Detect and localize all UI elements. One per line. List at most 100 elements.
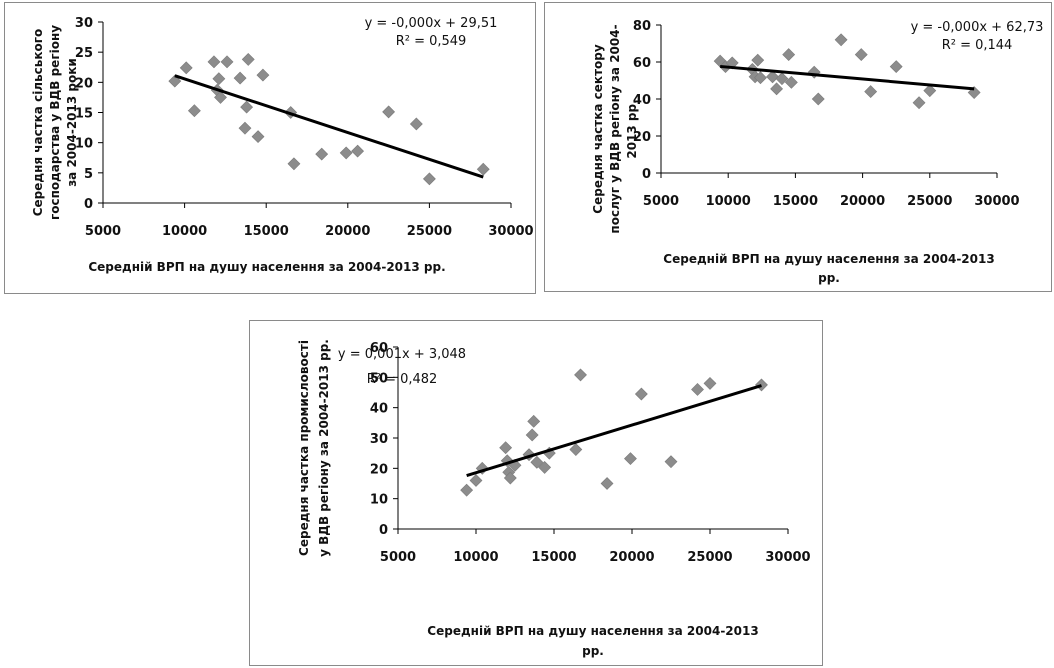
trend-line: [174, 74, 484, 179]
x-tick-label: 5000: [380, 550, 416, 565]
data-point: [351, 144, 365, 158]
trend-equation: y = 0,001x + 3,048: [338, 347, 466, 362]
y-axis-title-line: господарства у ВДВ регіону: [48, 25, 62, 220]
trend-line: [466, 384, 762, 478]
x-axis-title: Середній ВРП на душу населення за 2004-2…: [88, 260, 445, 274]
data-point: [569, 443, 583, 456]
data-point: [751, 53, 765, 67]
y-tick-label: 40: [633, 93, 651, 108]
data-point: [770, 82, 784, 96]
data-point: [179, 61, 193, 75]
data-point: [634, 387, 648, 401]
data-point: [238, 121, 252, 135]
y-tick-label: 30: [370, 432, 388, 447]
x-tick-label: 25000: [907, 194, 952, 209]
x-axis-title: рр.: [582, 644, 604, 658]
y-tick-label: 0: [84, 197, 93, 212]
data-point: [469, 474, 483, 487]
x-tick-label: 30000: [488, 224, 533, 239]
data-point: [460, 483, 474, 497]
data-point: [624, 452, 637, 466]
data-point: [784, 75, 798, 89]
data-point: [251, 130, 265, 144]
data-point: [834, 33, 848, 47]
data-point: [889, 60, 903, 74]
data-point: [476, 162, 490, 176]
x-axis-title: Середній ВРП на душу населення за 2004-2…: [663, 252, 994, 266]
trend-equation: y = -0,000x + 29,51: [365, 16, 498, 31]
data-point: [409, 117, 423, 131]
y-tick-label: 20: [370, 462, 388, 477]
y-tick-label: 10: [75, 137, 93, 152]
data-point: [912, 96, 926, 110]
y-axis-title: Середня частка сектору послуг у ВДВ регіо…: [591, 24, 639, 233]
x-tick-label: 30000: [765, 550, 810, 565]
y-axis-title-line: у ВДВ регіону за 2004-2013 рр.: [317, 339, 331, 557]
y-tick-label: 60: [370, 341, 388, 356]
trend-equation: y = -0,000x + 62,73: [911, 20, 1044, 35]
x-tick-label: 10000: [453, 550, 498, 565]
r-squared: R² = 0,482: [367, 372, 438, 387]
x-tick-label: 15000: [244, 224, 289, 239]
chart-panel-services: 0 20 40 60 80 5000 10000 15000 20000 25000 30000 y …: [544, 2, 1052, 292]
y-axis-title-line: 2013 рр.: [625, 99, 639, 158]
x-tick-label: 10000: [162, 224, 207, 239]
data-point: [755, 378, 768, 392]
data-point: [187, 104, 201, 118]
data-point: [691, 383, 704, 396]
data-point: [766, 70, 779, 84]
data-point: [207, 55, 221, 69]
x-axis-title: рр.: [818, 271, 840, 285]
data-point: [864, 85, 878, 99]
data-point: [775, 72, 789, 86]
data-point: [703, 376, 717, 390]
y-tick-label: 50: [370, 371, 388, 386]
y-tick-label: 5: [84, 167, 93, 182]
x-tick-label: 10000: [706, 194, 751, 209]
trend-line: [720, 64, 975, 91]
scatter-chart-services: 0 20 40 60 80 5000 10000 15000 20000 25000 30000 y …: [591, 19, 1044, 285]
data-point: [574, 368, 587, 382]
r-squared: R² = 0,549: [396, 34, 467, 49]
data-point: [315, 147, 329, 161]
r-squared: R² = 0,144: [942, 38, 1013, 53]
y-tick-label: 30: [75, 16, 93, 31]
y-tick-label: 0: [379, 523, 388, 538]
data-point: [754, 71, 767, 85]
y-tick-label: 25: [75, 46, 93, 61]
x-tick-label: 25000: [407, 224, 452, 239]
y-tick-label: 0: [642, 167, 651, 182]
data-point: [854, 48, 868, 62]
y-axis-title: Середня частка промисловості у ВДВ регіон…: [297, 339, 331, 557]
data-point: [212, 72, 226, 86]
x-tick-label: 20000: [609, 550, 654, 565]
y-tick-label: 10: [370, 493, 388, 508]
data-point: [214, 90, 227, 104]
y-axis-title-line: Середня частка промисловості: [297, 340, 311, 556]
y-axis-title-line: Середня частка сектору: [591, 44, 605, 214]
data-point: [240, 100, 254, 114]
scatter-chart-agriculture: 0 5 10 15 20 25 30 5000 10000 15000 20000 25000 3000…: [31, 16, 534, 274]
data-point: [382, 105, 396, 119]
data-point: [527, 414, 541, 428]
data-point: [782, 48, 796, 62]
x-tick-label: 30000: [974, 194, 1019, 209]
y-axis-title-line: за 2004-2013 роки: [65, 58, 79, 187]
data-point: [530, 455, 544, 469]
data-point: [339, 146, 353, 160]
x-tick-label: 20000: [840, 194, 885, 209]
x-tick-label: 5000: [85, 224, 121, 239]
y-tick-label: 15: [75, 107, 93, 122]
x-tick-label: 5000: [643, 194, 679, 209]
y-axis-title-line: Середня частка сільського: [31, 29, 45, 217]
data-point: [525, 428, 539, 442]
chart-panel-industry: 0 10 20 30 40 50 60 5000 10000 15000 20000 25000 300…: [249, 320, 823, 666]
data-point: [503, 471, 517, 485]
data-point: [422, 172, 436, 186]
data-point: [287, 157, 301, 171]
y-tick-label: 60: [633, 56, 651, 71]
y-tick-label: 80: [633, 19, 651, 34]
x-axis-title: Середній ВРП на душу населення за 2004-2…: [427, 624, 758, 638]
data-point: [220, 55, 234, 69]
data-point: [811, 92, 825, 106]
